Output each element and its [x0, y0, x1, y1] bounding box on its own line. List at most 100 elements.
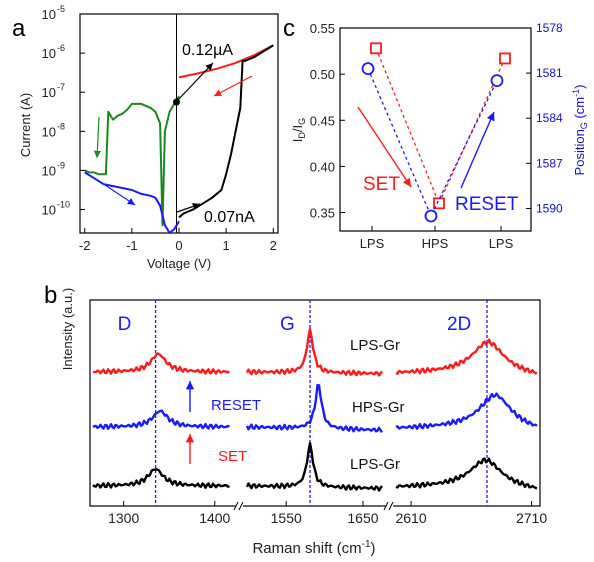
- panel-a-x-ticks: -2 -1 0 1 2: [79, 228, 277, 253]
- b-xtick-label: 1550: [271, 510, 302, 526]
- b-trace-1-seg-1: [245, 383, 383, 433]
- annotation-007na-arrow: [176, 202, 201, 213]
- b-trace-label: LPS-Gr: [350, 456, 400, 473]
- c-point-square: [433, 197, 445, 210]
- panel-c-reset-label: RESET: [455, 194, 519, 215]
- c-rtick-label: 1590: [536, 201, 563, 215]
- a-ytick-exponent: -8: [57, 121, 65, 131]
- green-sweep-arrow: [93, 116, 101, 159]
- a-series-line-2: [84, 95, 180, 227]
- blue-sweep-arrow: [101, 182, 136, 206]
- panel-b-label: b: [44, 282, 57, 309]
- a-ytick-label: 10: [42, 85, 56, 100]
- a-ytick-label: 10: [42, 46, 56, 61]
- panel-c-x-ticks: LPS HPS LPS: [360, 226, 514, 251]
- c-xtick-label: HPS: [422, 236, 449, 251]
- a-ytick-exponent: -7: [57, 82, 65, 92]
- panel-c-left-ticks: 0.35 0.40 0.45 0.50 0.55: [310, 21, 345, 221]
- panel-c-label: c: [283, 15, 295, 42]
- a-xtick-label: -1: [126, 238, 138, 253]
- a-series-line-1: [178, 44, 274, 219]
- c-rtick-label: 1581: [536, 66, 563, 80]
- a-ytick-exponent: -6: [57, 43, 65, 53]
- b-axis-break-mark: [388, 501, 394, 511]
- b-axis-break-mark: [383, 501, 389, 511]
- a-ytick-exponent: -5: [57, 4, 65, 14]
- c-ltick-label: 0.55: [310, 21, 335, 36]
- b-trace-0-seg-2: [395, 338, 538, 375]
- b-trace-2-seg-0: [92, 468, 230, 489]
- annotation-012ua-arrow: [176, 62, 214, 102]
- c-xtick-label: LPS: [489, 236, 514, 251]
- panel-a-frame: [79, 13, 279, 234]
- panel-a-label: a: [12, 15, 26, 42]
- panel-b-raman-spectra: b 1300 1400 1550 1650 2610 2710 D G 2D LPS-Gr HPS-…: [44, 282, 547, 557]
- b-trace-label: HPS-Gr: [352, 399, 405, 416]
- annotation-012ua-point: [173, 98, 180, 106]
- c-point-circle: [490, 74, 504, 88]
- c-ltick-label: 0.50: [310, 67, 335, 82]
- c-ltick-label: 0.40: [310, 159, 335, 174]
- c-rtick-label: 1578: [536, 21, 563, 35]
- c-point-square: [370, 42, 382, 55]
- panel-b-ylabel: Intensity (a.u.): [60, 288, 75, 370]
- panel-c-set-label: SET: [363, 174, 400, 195]
- a-series-line-0: [178, 44, 274, 79]
- a-xtick-label: 1: [223, 238, 230, 253]
- b-xtick-label: 1400: [199, 510, 230, 526]
- panel-b-set-label: SET: [218, 448, 247, 465]
- b-xtick-label: 2710: [516, 510, 547, 526]
- b-trace-label: LPS-Gr: [350, 337, 400, 354]
- a-xtick-label: -2: [79, 238, 91, 253]
- a-xtick-label: 0: [175, 238, 182, 253]
- annotation-007na: 0.07nA: [204, 209, 255, 226]
- b-axis-break-gap: [236, 502, 243, 510]
- a-ytick-exponent: -9: [57, 160, 65, 170]
- a-xtick-label: 2: [270, 238, 277, 253]
- c-rtick-label: 1584: [536, 111, 563, 125]
- a-ytick-label: 10: [42, 7, 56, 22]
- c-ltick-label: 0.45: [310, 113, 335, 128]
- panel-c-reset-arrow: [460, 111, 495, 189]
- panel-c-series: [361, 42, 511, 223]
- annotation-012ua: 0.12µA: [182, 42, 233, 59]
- c-xtick-label: LPS: [360, 236, 385, 251]
- b-trace-0-seg-0: [92, 352, 230, 375]
- panel-b-content: 1300 1400 1550 1650 2610 2710 D G 2D LPS-Gr HPS-Gr…: [92, 300, 547, 526]
- b-xtick-label: 1300: [108, 510, 139, 526]
- panel-c-raman-ratio: c 0.350.400.450.500.55 15781581158415871…: [283, 15, 589, 251]
- b-trace-0-seg-1: [245, 327, 383, 377]
- panel-c-ylabel-right: PositionG (cm-1): [571, 85, 589, 176]
- red-sweep-arrow: [213, 75, 253, 97]
- b-axis-break-mark: [238, 501, 244, 511]
- b-peak-label: D: [118, 314, 132, 335]
- b-axis-break-gap: [386, 502, 393, 510]
- panel-b-xlabel: Raman shift (cm-1): [252, 539, 375, 557]
- a-ytick-label: 10: [42, 163, 56, 178]
- b-xtick-label: 2610: [395, 510, 426, 526]
- panel-b-reset-label: RESET: [211, 397, 261, 414]
- c-series-line-1: [367, 68, 498, 218]
- panel-b-frame: [89, 299, 541, 507]
- panel-a-iv-curve: a -2 -1 0 1 2 10-510-610-710-810-910-10 Volt…: [12, 4, 279, 271]
- a-ytick-label: 10: [42, 124, 56, 139]
- panel-c-right-ticks: 1578 1581 1584 1587 1590: [526, 21, 563, 215]
- b-axis-break-mark: [233, 501, 239, 511]
- panel-c-set-arrow: [357, 106, 412, 188]
- b-xtick-label: 1650: [347, 510, 378, 526]
- panel-a-y-ticks: 10-510-610-710-810-910-10: [42, 4, 85, 218]
- b-trace-1-seg-2: [395, 392, 538, 430]
- b-peak-label: G: [280, 314, 295, 335]
- panel-a-ylabel: Current (A): [18, 93, 33, 157]
- c-point-square: [499, 52, 511, 65]
- c-point-circle: [361, 62, 375, 75]
- a-ytick-exponent: -10: [57, 200, 70, 210]
- panel-c-ylabel-left: ID/IG: [290, 118, 307, 142]
- c-rtick-label: 1587: [536, 156, 563, 170]
- a-ytick-label: 10: [42, 203, 56, 218]
- panel-a-xlabel: Voltage (V): [147, 256, 211, 271]
- b-trace-2-seg-1: [245, 441, 383, 492]
- panel-a-series: [84, 44, 274, 234]
- b-peak-label: 2D: [447, 314, 471, 335]
